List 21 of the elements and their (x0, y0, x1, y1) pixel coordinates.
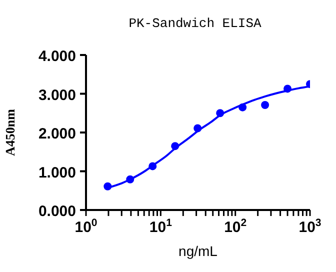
y-tick-label: 2.000 (38, 126, 76, 142)
point (261, 100, 270, 109)
point (148, 162, 157, 170)
x-tick-label: 10$^{3}$ (298, 217, 322, 236)
y-tick-label: 0.000 (38, 203, 76, 220)
point (284, 84, 292, 93)
point (194, 124, 202, 132)
y-axis-title: A450nm (2, 108, 18, 156)
point (238, 103, 247, 112)
x-tick-label: 10$^{1}$ (149, 217, 172, 236)
point (171, 142, 180, 150)
y-tick-label: 1.000 (38, 164, 76, 182)
point (104, 182, 112, 190)
x-tick-label: 10$^{2}$ (224, 217, 247, 236)
point (126, 175, 134, 184)
x-tick-label: 10$^{0}$ (74, 217, 98, 236)
point (216, 109, 224, 118)
y-tick-label: 3.000 (38, 86, 76, 104)
x-axis-title: ng/mL (178, 243, 218, 259)
y-tick-label: 4.000 (38, 48, 76, 65)
chart-title: PK-Sandwich ELISA (128, 16, 262, 31)
